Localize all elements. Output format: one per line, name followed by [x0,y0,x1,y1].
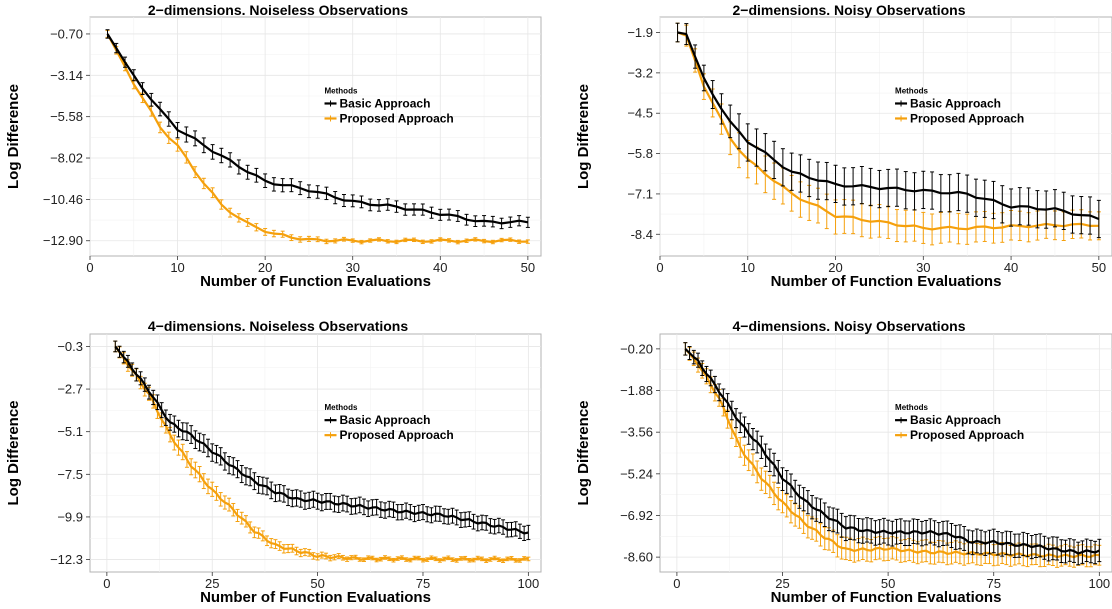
y-tick-label: −3.14 [50,68,83,83]
y-tick-label: −10.46 [43,192,83,207]
x-axis-title: Number of Function Evaluations [771,589,1002,604]
plot-area [659,16,1112,257]
legend-label: Proposed Approach [340,428,454,442]
y-tick-label: −3.2 [627,65,653,80]
series-basic [683,342,1102,566]
x-tick-label: 50 [521,260,535,275]
y-tick-label: −8.02 [50,151,83,166]
y-tick-label: −5.24 [620,466,653,481]
x-tick-label: 100 [518,576,540,591]
x-tick-label: 30 [345,260,359,275]
plot-area [89,16,542,257]
y-tick-label: −3.56 [620,425,653,440]
y-tick-label: −1.88 [620,383,653,398]
chart-panel-3: 0 25 50 75 100 −0.3 −2.7 −5.1 −7.5 −9.9 −12.3 4−dim… [5,318,542,606]
chart-title: 4−dimensions. Noisy Observations [732,318,965,334]
x-tick-label: 100 [1088,576,1110,591]
series-basic [675,22,1101,239]
y-tick-label: -8.4 [631,227,653,242]
legend-label: Basic Approach [910,413,1001,427]
y-axis-title: Log Difference [575,400,592,505]
y-tick-label: −5.58 [50,109,83,124]
series-basic [113,340,531,541]
x-tick-label: 50 [310,576,324,591]
y-tick-label: −12.3 [50,552,83,567]
series-proposed [105,30,530,245]
x-tick-label: 10 [170,260,184,275]
y-tick-label: −0.3 [57,339,83,354]
y-tick-label: −5.8 [627,146,653,161]
chart-title: 2−dimensions. Noiseless Observations [148,2,408,18]
y-tick-label: −12.90 [43,233,83,248]
y-tick-label: −0.20 [620,341,653,356]
x-tick-label: 0 [103,576,110,591]
x-tick-label: 25 [775,576,789,591]
legend-label: Basic Approach [340,413,431,427]
chart-panel-2: 0 10 20 30 40 50 −1.9 −3.2 −4.5 −5.8 −7.1 -8.4 2−dim… [575,2,1112,290]
x-tick-label: 40 [1004,260,1018,275]
y-tick-label: −6.92 [620,508,653,523]
y-tick-label: −7.5 [57,467,83,482]
y-tick-label: −2.7 [57,382,83,397]
y-tick-label: −0.70 [50,26,83,41]
x-tick-label: 50 [881,576,895,591]
x-tick-label: 20 [828,260,842,275]
y-tick-label: −5.1 [57,424,83,439]
x-axis-title: Number of Function Evaluations [771,273,1002,290]
series-line [684,348,1100,559]
x-tick-label: 75 [416,576,430,591]
x-tick-label: 30 [916,260,930,275]
series-line [106,33,529,225]
legend-label: Basic Approach [340,96,431,110]
y-axis-title: Log Difference [575,84,592,189]
legend-label: Proposed Approach [340,111,454,125]
x-axis-title: Number of Function Evaluations [200,273,431,290]
x-tick-label: 50 [1092,260,1106,275]
chart-title: 4−dimensions. Noiseless Observations [148,318,408,334]
x-tick-label: 0 [673,576,680,591]
chart-panel-1: 0 10 20 30 40 50 −0.70 −3.14 −5.58 −8.02 −10.46 −12… [5,2,542,290]
legend-title: Methods [325,86,358,95]
legend-title: Methods [895,403,928,412]
x-tick-label: 20 [258,260,272,275]
y-tick-label: −9.9 [57,509,83,524]
series-line [684,348,1100,555]
x-tick-label: 10 [741,260,755,275]
legend-label: Basic Approach [910,96,1001,110]
x-tick-label: 40 [433,260,447,275]
x-tick-label: 25 [205,576,219,591]
y-axis-title: Log Difference [5,400,22,505]
legend-title: Methods [895,86,928,95]
y-axis-title: Log Difference [5,84,22,189]
series-basic [105,29,530,230]
y-tick-label: −1.9 [627,25,653,40]
legend-label: Proposed Approach [910,428,1024,442]
x-tick-label: 0 [86,260,93,275]
chart-panel-4: 0 25 50 75 100 −0.20 −1.88 −3.56 −5.24 −6.92 -8.60… [575,318,1112,606]
legend-label: Proposed Approach [910,111,1024,125]
series-line [106,33,528,244]
series-line [114,345,529,562]
y-tick-label: −7.1 [627,186,653,201]
x-axis-title: Number of Function Evaluations [200,589,431,604]
x-tick-label: 0 [656,260,663,275]
series-line [677,31,1100,221]
legend-title: Methods [325,403,358,412]
x-tick-label: 75 [986,576,1000,591]
chart-title: 2−dimensions. Noisy Observations [732,2,965,18]
y-tick-label: −4.5 [627,106,653,121]
series-line [114,345,529,535]
y-tick-label: -8.60 [623,550,653,565]
